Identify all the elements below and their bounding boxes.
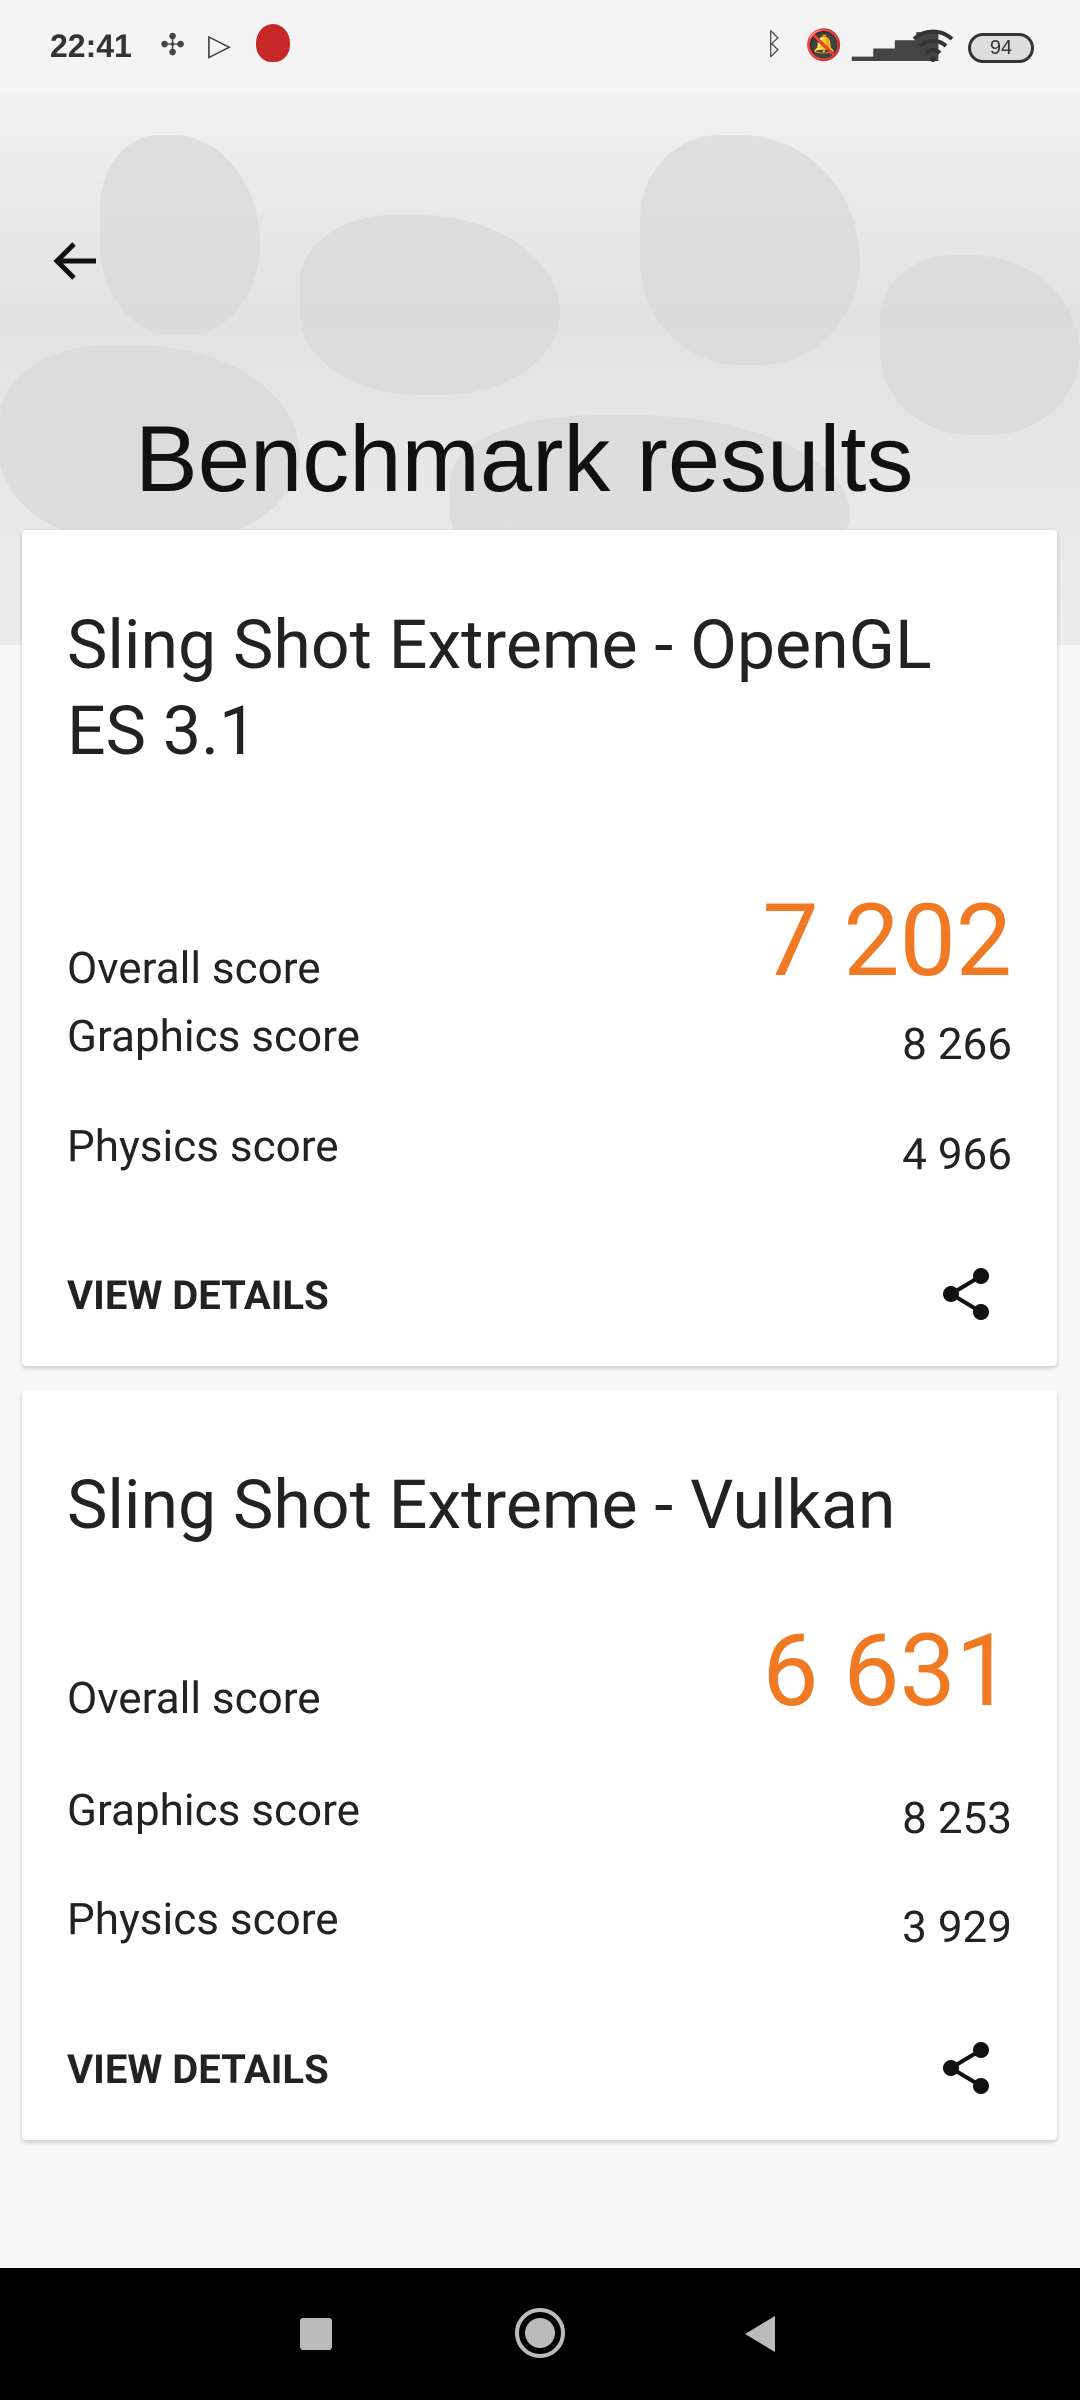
physics-label: Physics score	[67, 1120, 339, 1172]
physics-score-row: Physics score 4 966	[67, 1120, 1012, 1180]
card-title: Sling Shot Extreme - OpenGL ES 3.1	[67, 605, 932, 771]
overall-score: 6 631	[762, 1613, 1012, 1730]
home-button[interactable]	[515, 2308, 565, 2358]
share-icon	[943, 1268, 989, 1320]
status-time: 22:41	[50, 28, 132, 64]
battery-icon: 94	[968, 33, 1034, 63]
view-details-button[interactable]: VIEW DETAILS	[67, 1272, 329, 1319]
graphics-score-row: Graphics score 8 253	[67, 1784, 1012, 1844]
navigation-bar	[0, 2268, 1080, 2400]
graphics-score-row: Graphics score 8 266	[67, 1010, 1012, 1070]
result-card-opengl: Sling Shot Extreme - OpenGL ES 3.1 Overa…	[22, 530, 1057, 1366]
antutu-icon	[256, 24, 290, 62]
physics-label: Physics score	[67, 1893, 339, 1945]
overall-score: 7 202	[762, 883, 1012, 1000]
overall-label: Overall score	[67, 1672, 321, 1724]
back-button[interactable]	[50, 235, 106, 291]
play-store-icon: ▷	[208, 29, 232, 62]
overall-score-row: Overall score 7 202	[67, 883, 1012, 1000]
bell-muted-icon: 🔕	[805, 29, 843, 62]
page-title: Benchmark results	[135, 406, 914, 511]
home-icon	[525, 2318, 555, 2348]
physics-score: 4 966	[902, 1128, 1012, 1180]
graphics-score: 8 266	[902, 1018, 1012, 1070]
pinwheel-icon: ✣	[160, 29, 186, 62]
card-title: Sling Shot Extreme - Vulkan	[67, 1465, 896, 1545]
overall-score-row: Overall score 6 631	[67, 1610, 1012, 1730]
recents-button[interactable]	[300, 2318, 332, 2350]
back-nav-button[interactable]	[745, 2316, 775, 2352]
physics-score: 3 929	[902, 1901, 1012, 1953]
result-card-vulkan: Sling Shot Extreme - Vulkan Overall scor…	[22, 1390, 1057, 2140]
status-bar: 22:41 ✣ ▷ ᛒ 🔕 ▁▃▅▇ 94	[0, 0, 1080, 95]
share-button[interactable]	[937, 1264, 997, 1324]
graphics-label: Graphics score	[67, 1784, 360, 1836]
share-icon	[943, 2042, 989, 2094]
share-button[interactable]	[937, 2038, 997, 2098]
bluetooth-icon: ᛒ	[765, 28, 783, 61]
view-details-button[interactable]: VIEW DETAILS	[67, 2046, 329, 2093]
overall-label: Overall score	[67, 942, 321, 994]
wifi-icon	[912, 28, 954, 70]
graphics-label: Graphics score	[67, 1010, 360, 1062]
arrow-left-icon	[53, 242, 96, 280]
physics-score-row: Physics score 3 929	[67, 1893, 1012, 1953]
graphics-score: 8 253	[902, 1792, 1012, 1844]
